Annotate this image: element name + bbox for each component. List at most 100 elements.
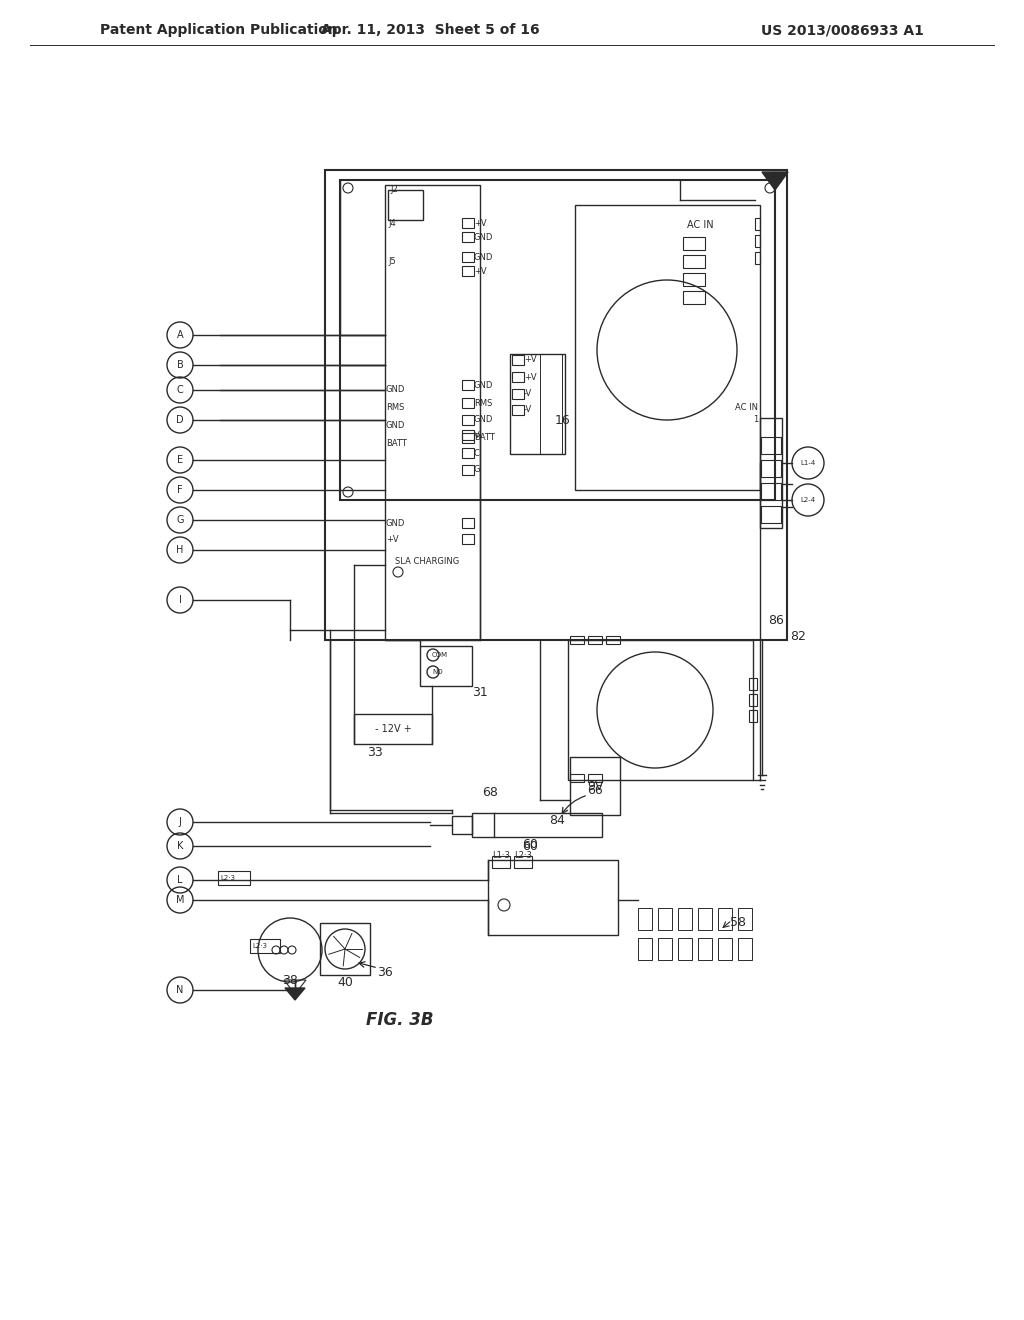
Text: C: C <box>176 385 183 395</box>
Bar <box>760 418 782 528</box>
Bar <box>698 939 712 960</box>
Bar <box>761 459 781 477</box>
Text: D: D <box>176 414 184 425</box>
Bar <box>698 908 712 931</box>
Text: 60: 60 <box>522 838 538 851</box>
Text: F: F <box>177 484 183 495</box>
Text: 82: 82 <box>790 631 806 644</box>
Text: J: J <box>178 817 181 828</box>
Bar <box>658 908 672 931</box>
Text: 36: 36 <box>377 965 393 978</box>
Text: 60: 60 <box>522 841 538 854</box>
Text: GND: GND <box>474 380 494 389</box>
Bar <box>462 433 474 444</box>
Text: GND: GND <box>474 232 494 242</box>
Text: 1: 1 <box>753 416 758 425</box>
Text: I: I <box>178 595 181 605</box>
Text: L2·3: L2·3 <box>514 850 531 859</box>
Text: K: K <box>177 841 183 851</box>
Text: +V: +V <box>474 267 486 276</box>
Text: L2-4: L2-4 <box>801 498 815 503</box>
Bar <box>385 185 480 640</box>
Text: GND: GND <box>386 519 406 528</box>
Text: FIG. 3B: FIG. 3B <box>367 1011 434 1030</box>
Text: +V: +V <box>474 219 486 227</box>
Text: Patent Application Publication: Patent Application Publication <box>100 22 338 37</box>
Text: B: B <box>176 360 183 370</box>
Text: 66: 66 <box>587 784 603 796</box>
Bar <box>575 205 760 490</box>
Bar <box>462 252 474 261</box>
Bar <box>606 636 620 644</box>
Bar <box>683 255 705 268</box>
Text: +V: +V <box>386 535 398 544</box>
Text: Apr. 11, 2013  Sheet 5 of 16: Apr. 11, 2013 Sheet 5 of 16 <box>321 22 540 37</box>
Text: L1-4: L1-4 <box>801 459 816 466</box>
Text: RMS: RMS <box>386 404 404 412</box>
Text: BATT: BATT <box>386 438 407 447</box>
Text: BATT: BATT <box>474 433 495 442</box>
Bar <box>512 355 524 366</box>
Bar <box>570 756 620 814</box>
Bar <box>738 939 752 960</box>
Bar <box>462 218 474 228</box>
Bar <box>462 414 474 425</box>
Bar <box>718 939 732 960</box>
Bar <box>683 273 705 286</box>
Bar <box>462 517 474 528</box>
Text: -V: -V <box>524 405 532 414</box>
Bar <box>462 380 474 389</box>
Bar <box>761 506 781 523</box>
Bar <box>761 437 781 454</box>
Text: E: E <box>177 455 183 465</box>
Text: US 2013/0086933 A1: US 2013/0086933 A1 <box>761 22 924 37</box>
Bar <box>512 405 524 414</box>
Bar <box>388 190 423 220</box>
Text: L2·3: L2·3 <box>220 875 234 880</box>
Bar <box>755 235 760 247</box>
Text: GND: GND <box>386 421 406 429</box>
Text: RMS: RMS <box>474 399 493 408</box>
Text: +V: +V <box>524 355 537 364</box>
Bar <box>512 389 524 399</box>
Bar <box>462 430 474 440</box>
Text: 86: 86 <box>768 614 784 627</box>
Text: C: C <box>474 449 480 458</box>
Bar <box>488 861 618 935</box>
Bar <box>718 908 732 931</box>
Bar <box>678 908 692 931</box>
Bar <box>452 816 472 834</box>
Bar <box>462 267 474 276</box>
Text: J4: J4 <box>388 219 395 227</box>
Text: - 12V +: - 12V + <box>375 723 412 734</box>
Bar <box>588 774 602 781</box>
Bar <box>588 636 602 644</box>
Text: J2: J2 <box>390 186 397 194</box>
Bar <box>462 447 474 458</box>
Bar <box>319 923 370 975</box>
Text: 16: 16 <box>554 413 570 426</box>
Bar <box>678 939 692 960</box>
Bar <box>472 813 602 837</box>
Text: L1·3: L1·3 <box>492 850 510 859</box>
Text: H: H <box>176 545 183 554</box>
Bar <box>738 908 752 931</box>
Bar <box>683 290 705 304</box>
Text: J5: J5 <box>388 257 395 267</box>
Text: V-: V- <box>474 430 482 440</box>
Bar <box>510 354 565 454</box>
Text: +V: +V <box>524 372 537 381</box>
Bar <box>568 640 753 780</box>
Bar <box>540 354 562 454</box>
Text: N: N <box>176 985 183 995</box>
Bar <box>462 399 474 408</box>
Bar <box>570 774 584 781</box>
Text: G: G <box>474 466 480 474</box>
Text: GND: GND <box>386 385 406 395</box>
Text: 40: 40 <box>337 975 353 989</box>
Text: NO: NO <box>432 669 442 675</box>
Bar <box>749 678 757 690</box>
Text: GND: GND <box>474 252 494 261</box>
Text: GND: GND <box>474 416 494 425</box>
Bar <box>354 714 432 744</box>
